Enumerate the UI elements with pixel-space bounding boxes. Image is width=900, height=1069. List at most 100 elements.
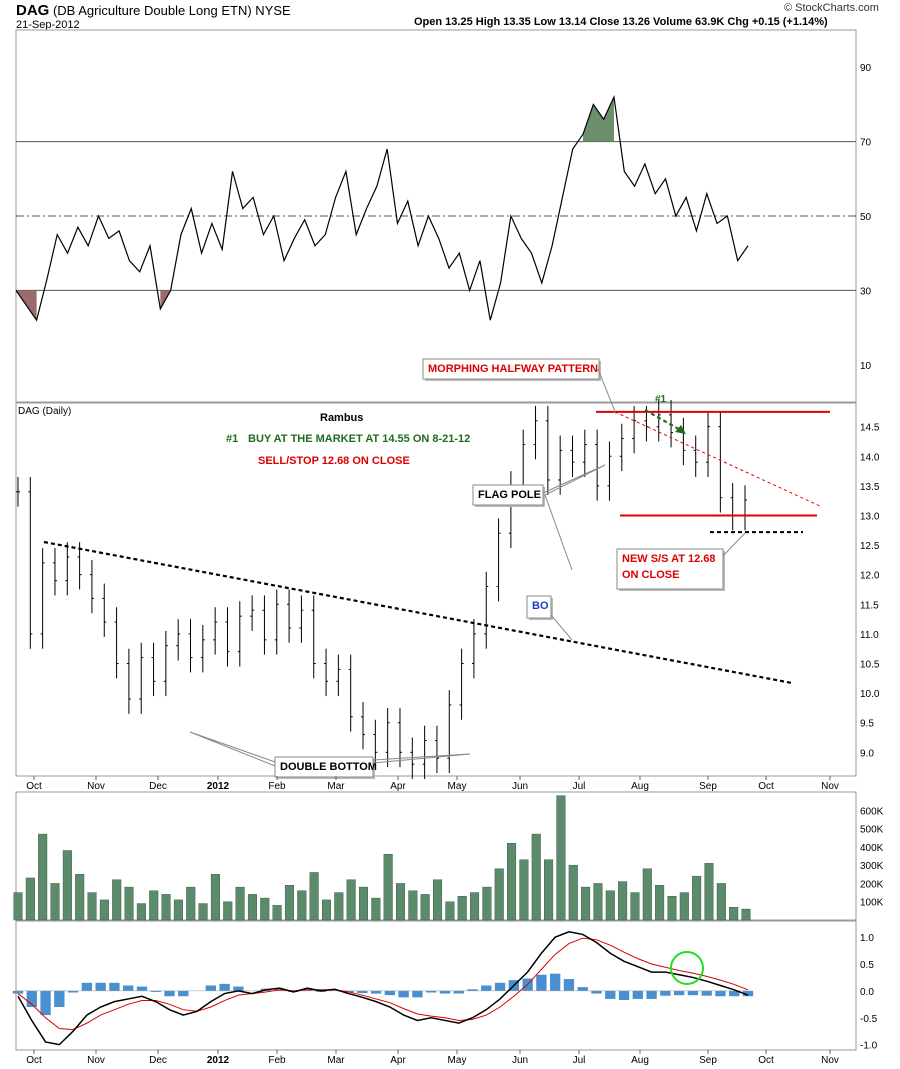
macd-histogram-bar bbox=[136, 986, 148, 991]
x-tick-label: Dec bbox=[149, 1055, 167, 1066]
sell-note: SELL/STOP 12.68 ON CLOSE bbox=[258, 455, 410, 467]
volume-bar bbox=[13, 892, 23, 921]
pattern-label-box bbox=[422, 358, 600, 380]
breakout-pointer bbox=[550, 614, 573, 641]
buy-note: BUY AT THE MARKET AT 14.55 ON 8-21-12 bbox=[248, 433, 470, 445]
volume-bar bbox=[581, 886, 591, 921]
new-stop-pointer bbox=[722, 532, 746, 557]
volume-bar bbox=[186, 886, 196, 921]
volume-bar bbox=[87, 892, 97, 921]
macd-histogram-bar bbox=[618, 990, 630, 1001]
volume-bar bbox=[544, 859, 554, 921]
macd-crossover-circle bbox=[670, 951, 704, 985]
macd-histogram-bar bbox=[150, 990, 161, 992]
x-tick-label: Sep bbox=[699, 1055, 717, 1066]
x-tick-label: Oct bbox=[758, 781, 774, 792]
volume-bar bbox=[395, 883, 406, 921]
x-tick-label: 2012 bbox=[207, 1055, 230, 1066]
volume-bar bbox=[408, 890, 418, 921]
volume-bar bbox=[519, 859, 529, 921]
volume-bar bbox=[260, 897, 270, 921]
macd-line bbox=[17, 930, 749, 1046]
macd-panel-frame bbox=[15, 920, 857, 1051]
x-tick-label: Jul bbox=[573, 781, 586, 792]
macd-histogram-bar bbox=[26, 990, 37, 1007]
volume-bar bbox=[655, 885, 665, 921]
x-tick-label: Apr bbox=[390, 781, 406, 792]
macd-histogram-bar bbox=[178, 990, 189, 997]
macd-histogram-bar bbox=[481, 985, 492, 991]
volume-bar bbox=[741, 908, 751, 921]
volume-bar bbox=[346, 879, 356, 921]
volume-bar bbox=[284, 885, 294, 921]
macd-histogram-bar bbox=[701, 990, 712, 996]
macd-histogram-bar bbox=[426, 990, 437, 993]
macd-histogram-bar bbox=[715, 990, 726, 997]
macd-y-tick-label: 1.0 bbox=[860, 933, 874, 944]
flag-pole-label-box bbox=[472, 484, 544, 506]
volume-bar bbox=[272, 905, 282, 921]
macd-histogram-bar bbox=[687, 990, 699, 996]
x-tick-label: Nov bbox=[87, 781, 105, 792]
volume-bar bbox=[161, 894, 171, 921]
macd-histogram-bar bbox=[40, 990, 51, 1016]
volume-bar bbox=[198, 903, 208, 921]
volume-bar bbox=[99, 899, 109, 921]
volume-bar bbox=[618, 881, 628, 921]
volume-bar bbox=[494, 868, 504, 921]
macd-histogram-bar bbox=[646, 990, 657, 999]
price-y-tick-label: 13.5 bbox=[860, 482, 880, 493]
arrow-number-label: #1 bbox=[655, 394, 667, 405]
macd-histogram-bar bbox=[233, 986, 244, 991]
x-tick-label: Feb bbox=[268, 781, 286, 792]
macd-y-tick-label: 0.5 bbox=[860, 960, 874, 971]
macd-histogram-bar bbox=[494, 982, 506, 991]
double-bottom-label-text: DOUBLE BOTTOM bbox=[280, 761, 377, 773]
volume-bar bbox=[531, 833, 541, 921]
volume-bar bbox=[692, 875, 702, 921]
x-tick-label: Jun bbox=[512, 781, 528, 792]
macd-histogram-bar bbox=[398, 990, 409, 998]
price-panel-label: DAG (Daily) bbox=[18, 406, 71, 417]
ticker-name: (DB Agriculture Double Long ETN) bbox=[52, 3, 252, 18]
macd-histogram-bar bbox=[591, 990, 602, 994]
flag-pole-pointer bbox=[542, 464, 606, 571]
x-tick-label: Apr bbox=[390, 1055, 406, 1066]
x-tick-label: May bbox=[448, 1055, 467, 1066]
volume-bar bbox=[50, 883, 60, 921]
price-y-tick-label: 10.5 bbox=[860, 660, 880, 671]
double-bottom-pointer-left bbox=[189, 731, 276, 767]
volume-bar bbox=[75, 874, 85, 921]
macd-histogram-bar bbox=[439, 990, 451, 994]
macd-histogram-bar bbox=[370, 990, 382, 994]
volume-y-tick-label: 100K bbox=[860, 898, 884, 909]
rsi-y-tick-label: 10 bbox=[860, 361, 872, 372]
volume-bar bbox=[445, 901, 455, 921]
macd-histogram-bar bbox=[729, 990, 740, 997]
volume-bar bbox=[62, 850, 72, 921]
volume-bar bbox=[630, 892, 640, 921]
macd-histogram-bar bbox=[453, 990, 464, 994]
volume-bar bbox=[716, 883, 726, 921]
ohlc-summary: Open 13.25 High 13.35 Low 13.14 Close 13… bbox=[414, 16, 828, 28]
volume-bar bbox=[556, 795, 566, 921]
buy-arrow-head bbox=[675, 425, 686, 434]
volume-bar bbox=[420, 894, 430, 921]
volume-bar bbox=[457, 896, 467, 921]
x-tick-label: May bbox=[448, 781, 467, 792]
macd-histogram-bar bbox=[563, 979, 575, 991]
new-stop-label-box bbox=[616, 548, 724, 590]
volume-bar bbox=[358, 886, 369, 921]
price-panel-frame bbox=[15, 402, 857, 777]
volume-bar bbox=[507, 843, 517, 921]
volume-bar bbox=[210, 874, 220, 921]
price-y-tick-label: 9.5 bbox=[860, 719, 874, 730]
pattern-label-text: MORPHING HALFWAY PATTERN bbox=[428, 363, 598, 375]
volume-bar bbox=[223, 901, 233, 921]
stockcharts-watermark: © StockCharts.com bbox=[784, 2, 879, 14]
new-stop-label-text: ON CLOSE bbox=[622, 569, 679, 581]
chart-title: Rambus bbox=[320, 412, 363, 424]
volume-bar bbox=[679, 892, 689, 921]
volume-bar bbox=[729, 907, 739, 921]
